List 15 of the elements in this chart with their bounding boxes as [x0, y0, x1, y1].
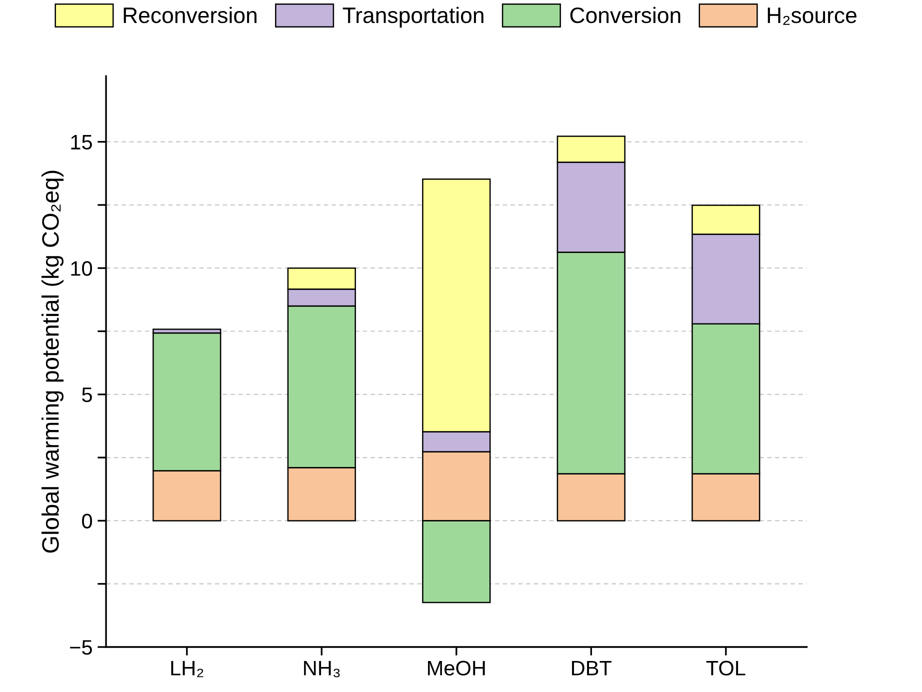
y-tick-label: 5 [82, 388, 92, 402]
x-tick-label: TOL [706, 660, 746, 676]
legend-label: Transportation [342, 6, 484, 28]
x-tick-label: LH₂ [171, 660, 204, 678]
y-axis-title: Global warming potential (kg CO₂eq) [42, 170, 64, 553]
y-tick-label: −5 [70, 640, 92, 655]
y-tick-label: 15 [71, 135, 92, 150]
legend-label: Reconversion [124, 6, 256, 24]
x-tick-label: MeOH [428, 660, 485, 676]
y-tick-label: 0 [82, 514, 92, 528]
y-tick-label: 10 [71, 261, 92, 276]
legend-label: Conversion [570, 6, 680, 24]
x-tick-label: NH₃ [304, 660, 340, 678]
legend-label: H₂source [768, 8, 856, 25]
x-tick-label: DBT [572, 660, 612, 676]
